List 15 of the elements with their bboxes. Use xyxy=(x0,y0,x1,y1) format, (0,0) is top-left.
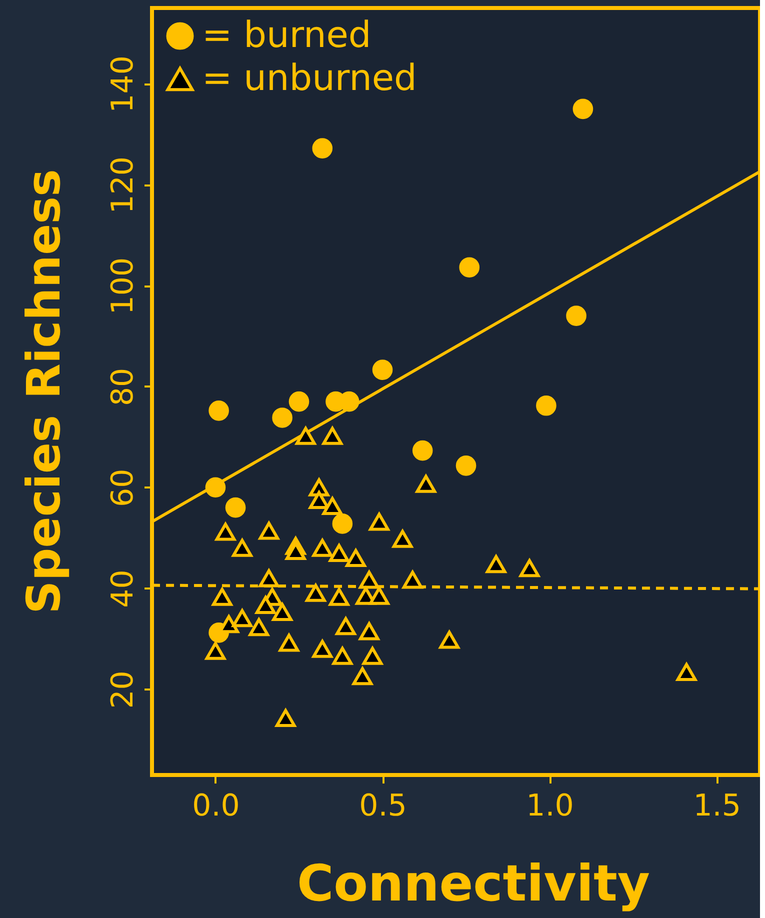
x-tick-label: 0.0 xyxy=(192,788,240,824)
x-tick-label: 1.5 xyxy=(693,788,741,824)
y-tick-label: 20 xyxy=(106,670,140,709)
legend-label: = unburned xyxy=(202,58,417,99)
x-tick-label: 0.5 xyxy=(359,788,407,824)
y-axis-title: Species Richness xyxy=(16,169,70,614)
legend-label: = burned xyxy=(202,15,372,56)
y-tick-label: 100 xyxy=(106,257,140,315)
y-tick-label: 80 xyxy=(106,368,140,406)
y-tick-label: 120 xyxy=(106,156,140,214)
x-axis-title: Connectivity xyxy=(296,854,650,912)
y-tick-label: 60 xyxy=(106,468,140,507)
x-tick-label: 1.0 xyxy=(526,788,574,824)
y-tick-label: 40 xyxy=(106,570,140,608)
y-tick-label: 140 xyxy=(106,56,140,113)
